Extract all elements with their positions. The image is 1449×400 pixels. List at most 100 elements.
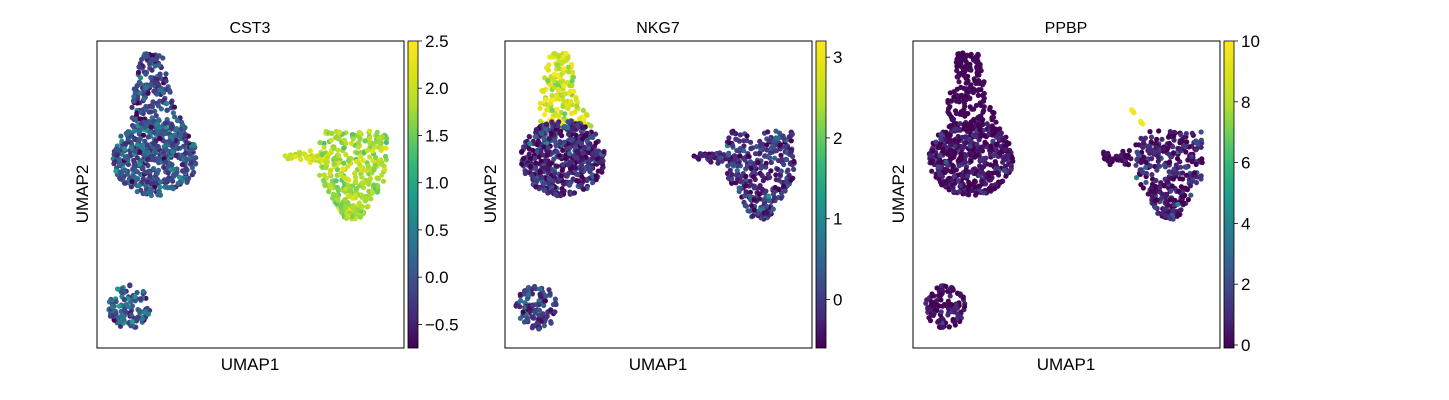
scatter-point (1178, 184, 1184, 190)
scatter-point (954, 68, 960, 74)
scatter-point (521, 304, 528, 310)
scatter-point (360, 167, 366, 174)
scatter-point (952, 322, 958, 328)
scatter-point (140, 132, 147, 138)
scatter-point (725, 175, 732, 181)
scatter-point (1180, 176, 1186, 182)
scatter-point (579, 162, 585, 168)
scatter-point (983, 155, 989, 161)
scatter-point (773, 148, 780, 154)
scatter-point (786, 134, 792, 140)
scatter-point (178, 132, 184, 138)
scatter-point (148, 81, 154, 87)
scatter-point (766, 193, 772, 199)
scatter-point (961, 121, 968, 127)
scatter-point (135, 69, 142, 75)
scatter-points (923, 50, 1205, 330)
scatter-point (580, 107, 587, 113)
x-axis-label: UMAP1 (1037, 355, 1096, 374)
scatter-point (963, 167, 969, 173)
scatter-point (1114, 157, 1120, 163)
scatter-point (948, 156, 954, 162)
scatter-point (1171, 166, 1177, 172)
scatter-point (116, 303, 122, 309)
scatter-point (989, 115, 995, 121)
scatter-point (965, 78, 971, 84)
scatter-point (768, 159, 774, 166)
scatter-point (298, 156, 304, 163)
scatter-point (536, 316, 542, 322)
scatter-point (593, 140, 599, 146)
scatter-point (345, 163, 351, 169)
scatter-point (982, 139, 988, 145)
y-axis-label: UMAP2 (889, 165, 908, 224)
scatter-point (1155, 158, 1161, 164)
scatter-point (1193, 161, 1199, 167)
scatter-point (549, 107, 555, 113)
scatter-point (580, 156, 586, 162)
scatter-point (562, 91, 568, 97)
scatter-point (989, 175, 995, 181)
scatter-point (726, 139, 732, 146)
scatter-point (997, 150, 1003, 156)
scatter-point (171, 104, 178, 110)
scatter-point (991, 152, 997, 159)
scatter-point (1163, 191, 1169, 197)
colorbar (815, 40, 827, 349)
scatter-point (959, 134, 966, 140)
scatter-point (965, 110, 971, 117)
scatter-point (715, 160, 721, 166)
scatter-point (132, 293, 138, 300)
scatter-point (371, 167, 377, 173)
scatter-point (374, 189, 380, 195)
scatter-point (354, 207, 361, 213)
scatter-point (538, 158, 544, 164)
scatter-point (115, 315, 121, 321)
scatter-point (923, 300, 929, 306)
scatter-point (969, 187, 975, 194)
scatter-point (778, 195, 784, 201)
scatter-point (942, 136, 948, 142)
scatter-point (115, 147, 121, 153)
scatter-point (726, 135, 732, 141)
scatter-point (992, 185, 998, 191)
scatter-point (306, 156, 312, 162)
scatter-point (565, 119, 571, 125)
scatter-point (1193, 147, 1199, 153)
scatter-point (326, 188, 332, 195)
scatter-point (766, 137, 772, 144)
scatter-point (981, 190, 987, 196)
scatter-point (976, 114, 983, 120)
scatter-point (1152, 190, 1158, 196)
scatter-point (346, 158, 352, 164)
scatter-point (947, 293, 953, 299)
scatter-point (565, 55, 571, 61)
scatter-point (348, 188, 354, 194)
scatter-point (147, 61, 153, 67)
scatter-point (345, 194, 351, 200)
scatter-point (148, 124, 154, 130)
scatter-point (553, 142, 559, 149)
scatter-point (140, 288, 146, 295)
scatter-point (353, 178, 359, 184)
scatter-point (547, 82, 554, 88)
scatter-point (522, 144, 528, 150)
scatter-point (1166, 159, 1173, 165)
scatter-point (1177, 140, 1183, 146)
scatter-point (134, 110, 140, 116)
scatter-point (519, 149, 525, 155)
scatter-point (531, 176, 537, 182)
scatter-point (191, 142, 197, 148)
scatter-point (533, 184, 539, 190)
scatter-point (551, 78, 557, 84)
scatter-point (570, 126, 576, 132)
colorbar-tick-label: 0 (833, 291, 842, 310)
scatter-point (364, 147, 371, 153)
scatter-point (574, 103, 580, 109)
scatter-point (148, 109, 154, 115)
scatter-point (170, 186, 176, 192)
scatter-point (536, 307, 543, 313)
scatter-point (523, 169, 530, 175)
scatter-point (1180, 170, 1186, 176)
scatter-point (154, 91, 160, 97)
